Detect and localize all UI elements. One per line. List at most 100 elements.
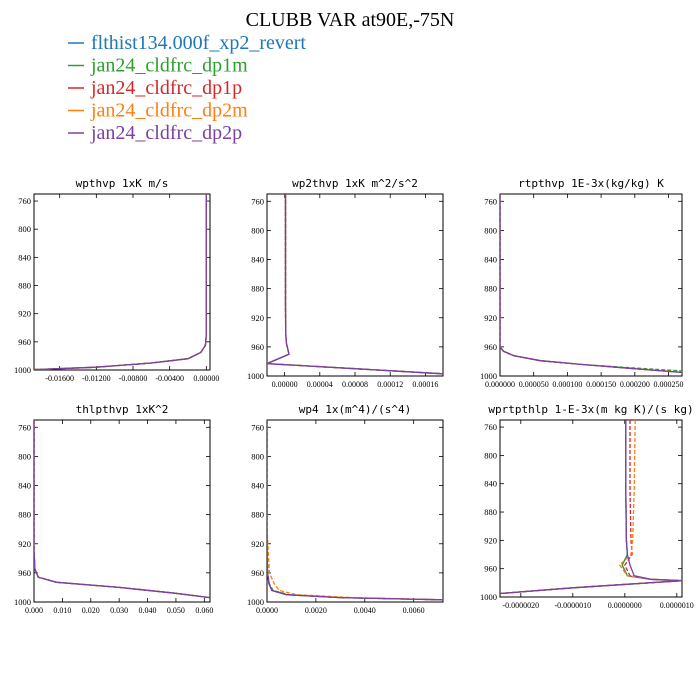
x-tick-label: 0.00012	[377, 380, 403, 389]
y-tick-label: 960	[18, 337, 31, 347]
x-tick-label: 0.0040	[354, 606, 376, 615]
x-tick-label: -0.0000020	[502, 601, 539, 610]
x-tick-label: 0.00000	[193, 374, 219, 383]
y-tick-label: 760	[251, 196, 264, 206]
x-tick-label: 0.00008	[342, 380, 368, 389]
x-tick-label: 0.0000000	[608, 601, 642, 610]
series-line	[500, 194, 682, 374]
y-tick-label: 880	[251, 284, 264, 294]
x-tick-label: 0.00000	[272, 380, 298, 389]
y-tick-label: 840	[484, 255, 497, 265]
x-tick-label: 0.000250	[654, 380, 684, 389]
series-line	[34, 194, 207, 370]
x-tick-label: 0.000	[25, 606, 43, 615]
series-line	[500, 420, 682, 595]
series-line	[34, 420, 210, 599]
series-line	[267, 420, 443, 601]
y-tick-label: 1000	[480, 371, 497, 381]
series-line	[267, 194, 443, 375]
y-tick-label: 840	[251, 255, 264, 265]
y-tick-label: 760	[484, 422, 497, 432]
y-tick-label: 840	[251, 481, 264, 491]
series-line	[267, 420, 443, 601]
legend-entry: flthist134.000f_xp2_revert	[91, 32, 306, 54]
series-line	[267, 194, 443, 375]
y-tick-label: 960	[251, 568, 264, 578]
series-line	[34, 194, 207, 370]
panels: wpthvp 1xK m/s 760 800 840 880 920 960 1000 -0.0…	[14, 177, 694, 615]
legend-entry: jan24_cldfrc_dp2p	[90, 122, 242, 144]
series-line	[500, 194, 682, 374]
plot-frame	[266, 419, 444, 603]
x-tick-label: 0.000050	[519, 380, 549, 389]
y-tick-label: 1000	[247, 597, 264, 607]
y-tick-label: 800	[251, 225, 264, 235]
x-tick-label: 0.0020	[305, 606, 327, 615]
series-line	[500, 420, 682, 595]
y-tick-label: 960	[251, 342, 264, 352]
series-line	[34, 194, 207, 370]
x-tick-label: 0.020	[82, 606, 100, 615]
y-tick-label: 880	[484, 284, 497, 294]
x-tick-label: 0.050	[167, 606, 185, 615]
y-tick-label: 760	[251, 422, 264, 432]
y-tick-label: 920	[251, 539, 264, 549]
y-tick-label: 920	[484, 313, 497, 323]
chart-panel: wp4 1x(m^4)/(s^4)76080084088092096010000…	[247, 403, 444, 615]
series-line	[267, 194, 443, 375]
y-tick-label: 760	[484, 196, 497, 206]
y-tick-label: 760	[18, 196, 31, 206]
panel-title: wpthvp 1xK m/s	[76, 177, 169, 190]
series-line	[267, 194, 443, 375]
x-tick-label: 0.030	[110, 606, 128, 615]
chart-panel: thlpthvp 1xK^2 760 800 840 880 920 960 10000.00…	[14, 403, 213, 615]
x-tick-label: 0.0000	[256, 606, 278, 615]
plot-frame	[33, 193, 211, 371]
legend: flthist134.000f_xp2_revertjan24_cldfrc_d…	[68, 32, 306, 144]
panel-title: wp4 1x(m^4)/(s^4)	[299, 403, 412, 416]
x-tick-label: 0.000200	[620, 380, 650, 389]
y-tick-label: 880	[18, 281, 31, 291]
plot-frame	[499, 193, 683, 377]
x-tick-label: 0.060	[195, 606, 213, 615]
series-line	[34, 420, 210, 599]
x-tick-label: 0.00016	[412, 380, 438, 389]
chart-panel: rtpthvp 1E-3x(kg/kg) K 760 800 840 880 920 960…	[480, 177, 684, 389]
series-line	[500, 420, 682, 595]
series-line	[500, 194, 682, 372]
y-tick-label: 800	[18, 451, 31, 461]
legend-entry: jan24_cldfrc_dp1m	[90, 55, 248, 77]
x-tick-label: 0.00004	[307, 380, 333, 389]
x-tick-label: 0.0060	[403, 606, 425, 615]
legend-entry: jan24_cldfrc_dp1p	[90, 77, 242, 99]
x-tick-label: 0.000000	[485, 380, 515, 389]
y-tick-label: 880	[18, 510, 31, 520]
plot-frame	[33, 419, 211, 603]
series-line	[34, 194, 207, 370]
plot-frame	[499, 419, 683, 598]
y-tick-label: 840	[18, 481, 31, 491]
panel-title: wprtpthlp 1-E-3x(m kg K)/(s kg)	[488, 403, 693, 416]
series-line	[267, 420, 443, 601]
y-tick-label: 840	[484, 479, 497, 489]
y-tick-label: 800	[484, 450, 497, 460]
series-line	[34, 420, 210, 599]
y-tick-label: 800	[18, 224, 31, 234]
series-line	[34, 194, 207, 370]
chart-panel: wp2thvp 1xK m^2/s^2 760 800 840 880 920 960 100…	[247, 177, 444, 389]
y-tick-label: 880	[484, 507, 497, 517]
y-tick-label: 1000	[14, 597, 31, 607]
series-line	[34, 420, 210, 599]
y-tick-label: 1000	[480, 592, 497, 602]
y-tick-label: 920	[18, 539, 31, 549]
series-line	[34, 420, 210, 599]
y-tick-label: 960	[484, 342, 497, 352]
series-line	[267, 194, 443, 375]
y-tick-label: 960	[484, 564, 497, 574]
y-tick-label: 920	[484, 535, 497, 545]
series-line	[267, 420, 443, 601]
y-tick-label: 840	[18, 252, 31, 262]
x-tick-label: 0.0000010	[660, 601, 694, 610]
y-tick-label: 800	[484, 225, 497, 235]
